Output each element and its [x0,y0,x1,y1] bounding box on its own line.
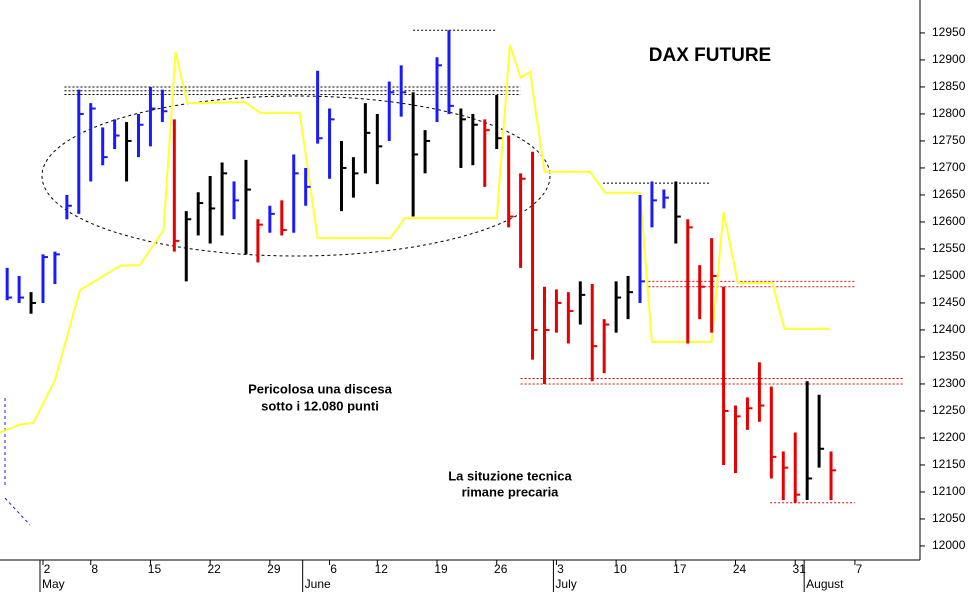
annotation: sotto i 12.080 punti [261,398,379,413]
y-tick-label: 12650 [932,187,966,201]
y-tick-label: 12950 [932,25,966,39]
y-tick-label: 12700 [932,160,966,174]
y-tick-label: 12100 [932,484,966,498]
x-tick-label: 12 [375,562,389,576]
y-tick-label: 12450 [932,295,966,309]
x-tick-label: 26 [494,562,508,576]
y-tick-label: 12350 [932,349,966,363]
y-tick-label: 12250 [932,403,966,417]
x-tick-label: 2 [44,562,51,576]
y-tick-label: 12050 [932,511,966,525]
y-tick-label: 12750 [932,133,966,147]
x-tick-label: 6 [330,562,337,576]
signal-line [0,44,830,434]
x-tick-label: 7 [856,562,863,576]
x-tick-label: 8 [91,562,98,576]
left-marker [4,497,31,526]
chart-title: DAX FUTURE [649,45,771,66]
y-tick-label: 12200 [932,430,966,444]
month-label: August [806,577,844,591]
month-label: July [555,577,576,591]
x-tick-label: 17 [673,562,687,576]
x-tick-label: 15 [148,562,162,576]
y-tick-label: 12150 [932,457,966,471]
x-tick-label: 31 [793,562,807,576]
annotation: La situzione tecnica [448,468,572,483]
y-tick-label: 12600 [932,214,966,228]
annotation: rimane precaria [462,484,560,499]
y-tick-label: 12500 [932,268,966,282]
x-tick-label: 3 [557,562,564,576]
month-label: June [305,577,331,591]
y-tick-label: 12800 [932,106,966,120]
y-tick-label: 12400 [932,322,966,336]
x-tick-label: 24 [733,562,747,576]
x-tick-label: 10 [613,562,627,576]
y-tick-label: 12300 [932,376,966,390]
y-tick-label: 12000 [932,538,966,552]
pattern-ellipse [41,95,551,257]
y-tick-label: 12900 [932,52,966,66]
y-tick-label: 12550 [932,241,966,255]
month-label: May [42,577,65,591]
x-tick-label: 22 [207,562,221,576]
x-tick-label: 19 [434,562,448,576]
annotation: Pericolosa una discesa [248,381,393,396]
x-tick-label: 29 [267,562,281,576]
y-tick-label: 12850 [932,79,966,93]
